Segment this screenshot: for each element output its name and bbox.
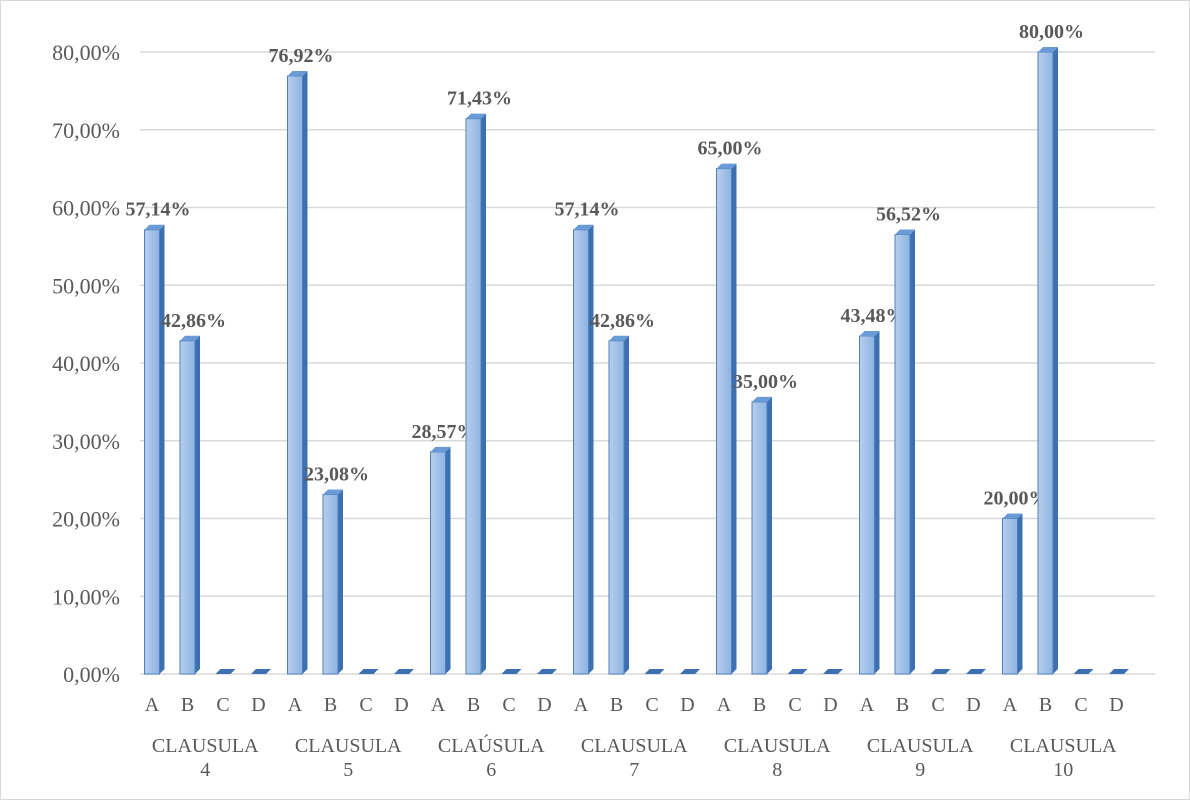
x-category-label: B [181, 694, 194, 716]
x-category-label: B [610, 694, 623, 716]
x-category-label: A [288, 694, 303, 716]
bar [358, 669, 379, 674]
x-category-label: D [537, 694, 551, 716]
data-label: 65,00% [698, 138, 763, 160]
data-label: 42,86% [590, 310, 655, 332]
group-label-number: 7 [629, 759, 639, 781]
x-category-label: D [680, 694, 694, 716]
x-category-label: C [502, 694, 515, 716]
x-category-label: C [1074, 694, 1087, 716]
x-category-label: B [753, 694, 766, 716]
bar [251, 669, 271, 674]
group-label: CLAUSULA [295, 735, 402, 757]
bar [1109, 669, 1129, 674]
data-label: 71,43% [447, 88, 512, 110]
group-label: CLAUSULA [581, 735, 688, 757]
data-label: 35,00% [733, 371, 798, 393]
x-category-label: D [823, 694, 837, 716]
x-category-label: C [931, 694, 944, 716]
x-category-label: B [324, 694, 337, 716]
group-label-number: 6 [486, 759, 496, 781]
x-category-label: A [717, 694, 732, 716]
bar [465, 113, 486, 675]
data-label: 42,86% [161, 310, 226, 332]
data-label: 23,08% [304, 464, 369, 486]
data-label: 28,57% [412, 421, 477, 443]
bar [1037, 47, 1058, 675]
x-category-label: D [251, 694, 265, 716]
bar [1002, 513, 1023, 675]
group-label-number: 9 [915, 759, 925, 781]
x-category-label: A [860, 694, 875, 716]
bar [608, 335, 629, 675]
x-category-label: B [896, 694, 909, 716]
bar [716, 163, 737, 675]
bar [680, 669, 700, 674]
data-label: 57,14% [126, 199, 191, 221]
bar [894, 229, 915, 675]
y-tick-label: 60,00% [52, 196, 120, 221]
bar [501, 669, 522, 674]
x-category-label: B [467, 694, 480, 716]
bar [644, 669, 665, 674]
y-tick-label: 30,00% [52, 429, 120, 454]
y-tick-label: 40,00% [52, 351, 120, 376]
x-category-label: C [359, 694, 372, 716]
x-category-label: C [788, 694, 801, 716]
group-label-number: 4 [200, 759, 210, 781]
group-label-number: 5 [343, 759, 353, 781]
bar [215, 669, 236, 674]
bar [287, 70, 308, 675]
x-category-label: D [1109, 694, 1123, 716]
y-tick-label: 80,00% [52, 40, 120, 65]
y-tick-label: 20,00% [52, 507, 120, 532]
group-label: CLAUSULA [724, 735, 831, 757]
bar [179, 335, 200, 675]
group-label: CLAUSULA [1010, 735, 1117, 757]
group-label-number: 8 [772, 759, 782, 781]
bar [1073, 669, 1094, 674]
bar [394, 669, 414, 674]
x-category-label: C [216, 694, 229, 716]
group-label: CLAÚSULA [438, 733, 545, 757]
data-label: 56,52% [876, 204, 941, 226]
x-category-label: A [574, 694, 589, 716]
x-category-label: B [1039, 694, 1052, 716]
bar [751, 396, 772, 675]
group-label: CLAUSULA [152, 735, 259, 757]
data-label: 20,00% [984, 488, 1049, 510]
data-label: 57,14% [555, 199, 620, 221]
x-category-label: D [966, 694, 980, 716]
bar [430, 446, 451, 675]
bar [322, 489, 343, 675]
bar [787, 669, 808, 674]
data-label: 76,92% [269, 45, 334, 67]
data-label: 43,48% [841, 305, 906, 327]
y-tick-label: 0,00% [63, 662, 120, 687]
x-category-label: A [431, 694, 446, 716]
bar [930, 669, 951, 674]
x-category-label: A [1003, 694, 1018, 716]
bar [859, 330, 880, 675]
y-tick-label: 50,00% [52, 273, 120, 298]
bar [144, 224, 165, 675]
y-tick-label: 10,00% [52, 584, 120, 609]
bar [573, 224, 594, 675]
x-category-label: A [145, 694, 160, 716]
bar [966, 669, 986, 674]
group-label: CLAUSULA [867, 735, 974, 757]
bar [537, 669, 557, 674]
y-tick-label: 70,00% [52, 118, 120, 143]
group-label-number: 10 [1053, 759, 1073, 781]
x-category-label: D [394, 694, 408, 716]
data-label: 80,00% [1019, 21, 1084, 43]
x-category-label: C [645, 694, 658, 716]
bar [823, 669, 843, 674]
